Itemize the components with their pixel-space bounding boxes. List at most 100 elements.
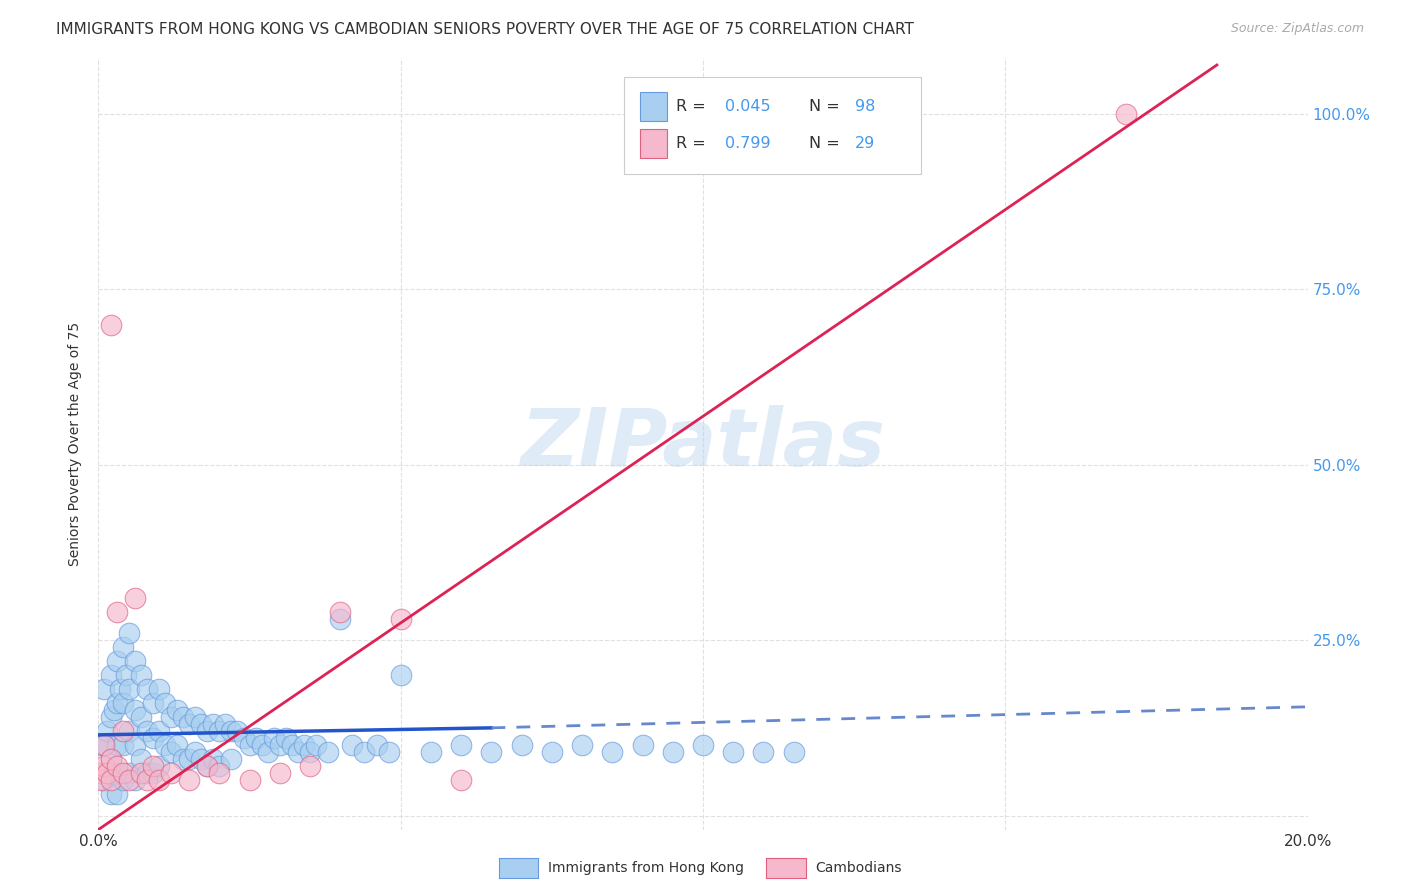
Point bbox=[108, 682, 131, 697]
Text: ZIPatlas: ZIPatlas bbox=[520, 405, 886, 483]
Point bbox=[135, 773, 157, 788]
Text: Immigrants from Hong Kong: Immigrants from Hong Kong bbox=[548, 861, 744, 875]
Point bbox=[287, 745, 309, 759]
Point bbox=[166, 703, 188, 717]
Point bbox=[105, 696, 128, 710]
Point bbox=[1115, 107, 1137, 121]
Point bbox=[420, 745, 443, 759]
Point bbox=[299, 759, 322, 773]
Point bbox=[93, 739, 115, 753]
Point bbox=[111, 696, 134, 710]
Point bbox=[96, 724, 118, 739]
Point bbox=[342, 739, 364, 753]
Point bbox=[129, 766, 152, 780]
Point bbox=[292, 739, 315, 753]
Point bbox=[752, 745, 775, 759]
Point bbox=[100, 668, 122, 682]
Point bbox=[269, 766, 291, 780]
Point bbox=[195, 759, 218, 773]
Point bbox=[118, 766, 141, 780]
Point bbox=[172, 752, 194, 766]
Point bbox=[269, 739, 291, 753]
Point bbox=[783, 745, 806, 759]
Point bbox=[481, 745, 503, 759]
Point bbox=[124, 654, 146, 668]
Point bbox=[111, 640, 134, 655]
Text: 29: 29 bbox=[855, 136, 876, 151]
Point bbox=[105, 739, 128, 753]
Point bbox=[135, 682, 157, 697]
Point bbox=[214, 717, 236, 731]
Point bbox=[160, 710, 183, 724]
Point bbox=[135, 724, 157, 739]
Point bbox=[129, 668, 152, 682]
Point bbox=[389, 668, 412, 682]
Point bbox=[389, 612, 412, 626]
Point bbox=[103, 703, 125, 717]
Point bbox=[179, 773, 201, 788]
Point bbox=[100, 318, 122, 332]
Point bbox=[299, 745, 322, 759]
Point bbox=[256, 745, 278, 759]
Bar bbox=[640, 92, 666, 121]
Point bbox=[195, 724, 218, 739]
Point bbox=[221, 724, 243, 739]
Point bbox=[172, 710, 194, 724]
Point bbox=[105, 759, 128, 773]
FancyBboxPatch shape bbox=[624, 78, 921, 174]
Point bbox=[305, 739, 328, 753]
Text: N =: N = bbox=[810, 99, 845, 114]
Text: Source: ZipAtlas.com: Source: ZipAtlas.com bbox=[1230, 22, 1364, 36]
Point bbox=[100, 710, 122, 724]
Point bbox=[692, 739, 714, 753]
Point bbox=[540, 745, 562, 759]
Point bbox=[166, 739, 188, 753]
Y-axis label: Seniors Poverty Over the Age of 75: Seniors Poverty Over the Age of 75 bbox=[69, 322, 83, 566]
Point bbox=[118, 682, 141, 697]
Point bbox=[148, 724, 170, 739]
Point bbox=[631, 739, 654, 753]
Text: 0.045: 0.045 bbox=[724, 99, 770, 114]
Point bbox=[160, 766, 183, 780]
Point bbox=[202, 752, 225, 766]
Point bbox=[153, 739, 176, 753]
Text: Cambodians: Cambodians bbox=[815, 861, 903, 875]
Point bbox=[571, 739, 593, 753]
Point bbox=[195, 759, 218, 773]
Point bbox=[263, 731, 285, 746]
Point bbox=[148, 773, 170, 788]
Point bbox=[208, 759, 231, 773]
Point bbox=[208, 766, 231, 780]
Point bbox=[100, 773, 122, 788]
Point bbox=[239, 773, 262, 788]
Point bbox=[190, 717, 212, 731]
Point bbox=[232, 731, 254, 746]
Text: 0.799: 0.799 bbox=[724, 136, 770, 151]
Point bbox=[142, 759, 165, 773]
Point bbox=[153, 696, 176, 710]
Point bbox=[118, 773, 141, 788]
Point bbox=[142, 766, 165, 780]
Point bbox=[510, 739, 533, 753]
Point bbox=[450, 739, 472, 753]
Point bbox=[111, 739, 134, 753]
Text: IMMIGRANTS FROM HONG KONG VS CAMBODIAN SENIORS POVERTY OVER THE AGE OF 75 CORREL: IMMIGRANTS FROM HONG KONG VS CAMBODIAN S… bbox=[56, 22, 914, 37]
Point bbox=[274, 731, 297, 746]
Point bbox=[135, 766, 157, 780]
Point bbox=[366, 739, 388, 753]
Point bbox=[105, 605, 128, 619]
Point bbox=[148, 759, 170, 773]
Point bbox=[93, 759, 115, 773]
Point bbox=[245, 731, 267, 746]
Point bbox=[179, 752, 201, 766]
Text: R =: R = bbox=[676, 99, 711, 114]
Point bbox=[93, 773, 115, 788]
Point bbox=[353, 745, 375, 759]
Point bbox=[281, 739, 304, 753]
Point bbox=[93, 682, 115, 697]
Point bbox=[329, 605, 352, 619]
Bar bbox=[640, 129, 666, 158]
Point bbox=[100, 788, 122, 802]
Point bbox=[124, 591, 146, 605]
Point bbox=[723, 745, 745, 759]
